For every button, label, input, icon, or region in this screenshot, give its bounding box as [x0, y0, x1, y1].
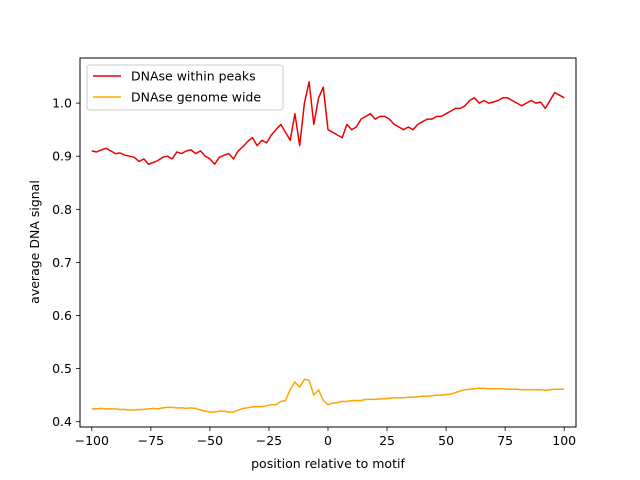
x-tick-label: 50 [438, 433, 454, 448]
legend: DNAse within peaks DNAse genome wide [86, 64, 284, 111]
y-tick-label: 0.8 [52, 202, 72, 217]
x-tick-label: 0 [324, 433, 332, 448]
x-axis: −100 −75 −50 −25 0 25 50 75 100 [75, 427, 576, 448]
legend-label-peaks: DNAse within peaks [131, 69, 256, 84]
x-tick-label: 75 [497, 433, 513, 448]
y-tick-label: 0.9 [52, 149, 72, 164]
series-layer [91, 81, 565, 413]
y-axis-label: average DNA signal [27, 180, 42, 304]
y-tick-label: 1.0 [52, 96, 72, 111]
legend-label-genome: DNAse genome wide [131, 90, 261, 105]
x-tick-label: 100 [552, 433, 576, 448]
legend-box [86, 64, 284, 111]
y-tick-label: 0.4 [52, 414, 72, 429]
x-tick-label: −75 [138, 433, 164, 448]
series-line-1 [91, 378, 565, 413]
y-tick-label: 0.6 [52, 308, 72, 323]
x-tick-label: −100 [75, 433, 109, 448]
y-tick-label: 0.7 [52, 255, 72, 270]
x-axis-label: position relative to motif [251, 456, 405, 471]
x-tick-label: −50 [197, 433, 223, 448]
y-tick-label: 0.5 [52, 361, 72, 376]
y-axis: 0.4 0.5 0.6 0.7 0.8 0.9 1.0 [52, 96, 80, 429]
series-line-0 [91, 81, 565, 165]
x-tick-label: 25 [379, 433, 395, 448]
x-tick-label: −25 [256, 433, 282, 448]
